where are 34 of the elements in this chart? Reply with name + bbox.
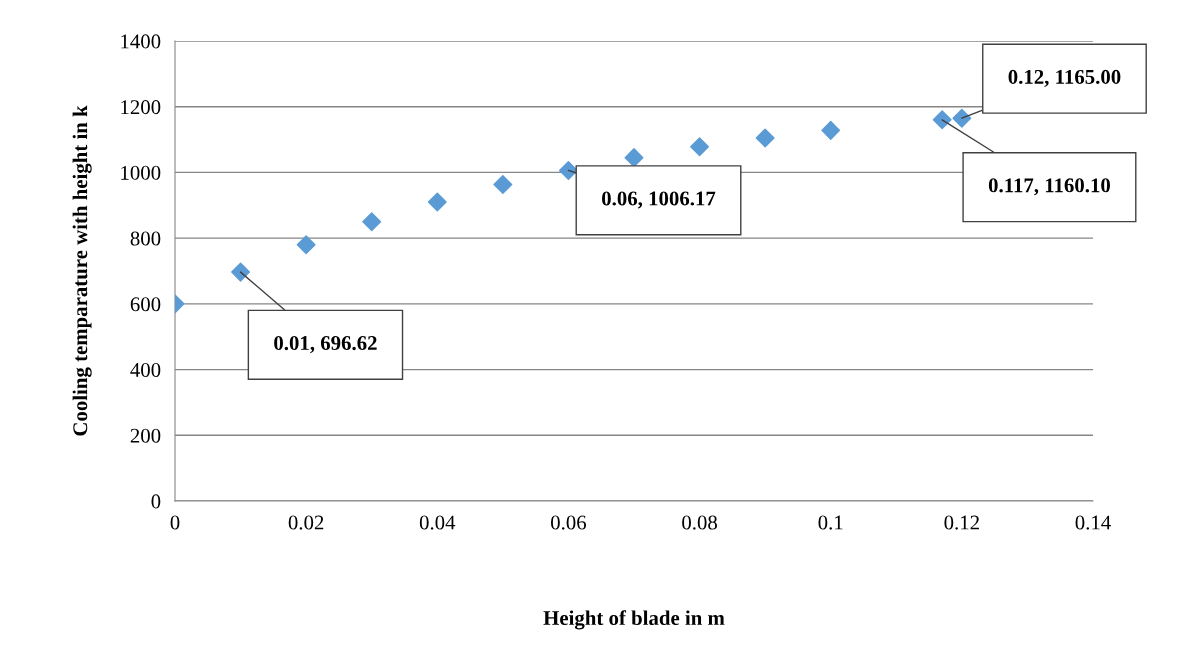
point: [624, 148, 644, 168]
y-tick-label: 1400: [121, 34, 161, 49]
y-tick-label: 1000: [121, 165, 161, 180]
point: [362, 212, 382, 232]
x-tick-label: 0.1: [818, 515, 843, 530]
annotation: 0.06, 1006.17: [602, 191, 716, 209]
x-axis-title: Height of blade in m: [543, 610, 725, 630]
y-tick-label: 800: [130, 231, 161, 246]
point: [932, 110, 952, 130]
x-tick-label: 0.02: [288, 515, 324, 530]
x-tick-label: 0.12: [944, 515, 979, 530]
point: [296, 235, 316, 255]
annotation: 0.12, 1165.00: [1008, 69, 1121, 87]
x-tick-label: 0: [170, 515, 180, 530]
point: [493, 175, 513, 195]
y-tick-label: 400: [130, 362, 161, 377]
point: [821, 120, 841, 140]
y-tick-label: 0: [151, 494, 161, 509]
y-axis-title: Cooling temparature with height in k: [72, 105, 92, 436]
y-tick-label: 200: [130, 428, 161, 443]
x-tick-label: 0.08: [682, 515, 718, 530]
point: [755, 128, 775, 148]
x-tick-label: 0.14: [1075, 515, 1111, 530]
point: [952, 108, 972, 128]
x-tick-label: 0.04: [419, 515, 456, 530]
point: [558, 160, 578, 180]
annotation: 0.117, 1160.10: [988, 178, 1110, 196]
point: [427, 192, 447, 212]
point: [231, 262, 251, 282]
x-tick-label: 0.06: [550, 515, 587, 530]
annotation: 0.01, 696.62: [274, 336, 377, 354]
point: [690, 137, 710, 157]
y-tick-label: 600: [130, 297, 161, 312]
y-tick-label: 1200: [121, 100, 161, 115]
